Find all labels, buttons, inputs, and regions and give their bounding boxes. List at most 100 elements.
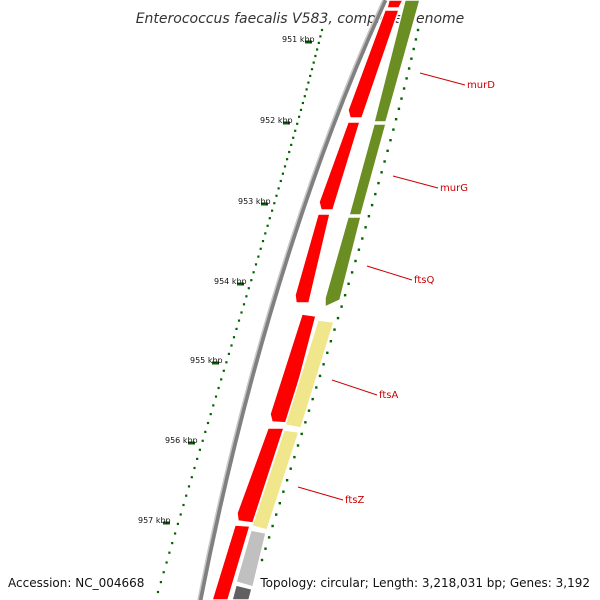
tick-mark <box>298 115 301 118</box>
tick-mark <box>336 316 340 320</box>
forward-feature <box>211 524 251 600</box>
tick-mark <box>237 319 241 322</box>
tick-mark <box>305 88 308 91</box>
tick-mark <box>374 192 377 196</box>
tick-mark <box>377 181 380 185</box>
gene-feature-ftsQ <box>324 216 362 309</box>
tick-mark <box>347 282 350 285</box>
tick-mark <box>386 149 389 152</box>
tick-mark <box>278 502 281 505</box>
tick-mark <box>412 47 415 51</box>
tick-mark <box>217 386 220 390</box>
kbp-major-tick <box>283 121 290 125</box>
tick-mark <box>277 187 280 190</box>
kbp-label: 953 kbp <box>238 197 271 206</box>
tick-mark <box>271 524 274 528</box>
tick-mark <box>309 74 312 77</box>
tick-mark <box>266 224 269 227</box>
gene-label-ftsA: ftsA <box>379 390 398 401</box>
tick-mark <box>326 351 329 354</box>
gene-leader-lines <box>297 72 466 501</box>
tick-mark <box>299 108 303 111</box>
tick-mark <box>311 397 314 401</box>
tick-mark <box>361 237 364 240</box>
forward-feature <box>318 121 362 211</box>
kbp-label: 956 kbp <box>165 436 198 445</box>
tick-mark <box>271 209 274 212</box>
tick-mark <box>405 77 408 80</box>
tick-mark <box>159 581 162 584</box>
tick-mark <box>247 287 250 290</box>
tick-mark <box>185 494 188 497</box>
tick-mark <box>168 551 171 554</box>
tick-mark <box>201 439 204 442</box>
tick-mark <box>286 158 289 161</box>
tick-mark <box>162 571 165 574</box>
tick-mark <box>261 240 265 243</box>
tick-mark <box>383 160 386 163</box>
tick-mark <box>283 165 287 168</box>
tick-mark <box>187 485 191 488</box>
forward-feature <box>269 313 317 424</box>
tick-mark <box>370 203 374 207</box>
tick-mark <box>392 128 395 131</box>
gene-label-ftsQ: ftsQ <box>414 275 434 286</box>
tick-mark <box>222 369 225 372</box>
gene-label-murD: murD <box>467 80 495 91</box>
genome-summary-text: Topology: circular; Length: 3,218,031 bp… <box>259 576 590 590</box>
tick-mark <box>259 247 262 250</box>
grey-feature <box>231 584 253 600</box>
tick-mark <box>317 41 320 44</box>
tick-mark <box>190 476 193 479</box>
gene-feature-ftsZ <box>251 429 300 531</box>
tick-mark <box>364 226 367 229</box>
tick-mark <box>252 271 255 274</box>
gene-feature-murG <box>348 123 387 216</box>
tick-mark <box>273 202 276 205</box>
tick-mark <box>176 522 179 525</box>
gene-labels: murD murG ftsQ ftsA ftsZ <box>345 80 495 506</box>
tick-mark <box>275 194 278 197</box>
tick-mark <box>292 136 295 139</box>
kbp-major-tick <box>261 202 268 206</box>
tick-mark <box>220 378 223 381</box>
kbp-label: 952 kbp <box>260 116 293 125</box>
tick-mark <box>303 95 306 98</box>
reverse-strand-khaki <box>251 319 335 531</box>
tick-mark <box>212 404 215 407</box>
tick-mark <box>312 61 315 64</box>
tick-mark <box>333 328 336 331</box>
tick-mark <box>257 255 260 258</box>
tick-mark <box>289 467 292 470</box>
tick-mark <box>209 413 212 416</box>
kbp-major-tick <box>237 282 244 286</box>
tick-mark <box>400 97 403 100</box>
tick-mark <box>281 172 284 175</box>
gene-feature-murD <box>373 0 421 123</box>
tick-mark <box>279 179 282 183</box>
tick-mark <box>314 54 317 58</box>
tick-mark <box>304 421 307 424</box>
tick-mark <box>318 374 322 378</box>
kbp-label: 957 kbp <box>138 516 171 525</box>
tick-mark <box>296 444 300 447</box>
tick-mark <box>245 295 248 298</box>
tick-mark <box>196 457 199 460</box>
tick-mark <box>319 35 322 38</box>
tick-mark <box>232 336 236 339</box>
genome-backbone <box>197 0 388 600</box>
tick-mark <box>367 215 371 218</box>
tick-mark <box>407 67 411 70</box>
tick-mark <box>414 38 418 41</box>
tick-mark <box>240 311 243 314</box>
forward-feature <box>347 9 401 119</box>
forward-feature <box>386 0 404 9</box>
leader-line-murD <box>419 72 466 86</box>
tick-mark <box>268 217 271 220</box>
tick-mark <box>307 409 311 412</box>
tick-mark <box>182 503 185 507</box>
tick-mark <box>340 305 343 308</box>
tick-mark <box>227 352 230 355</box>
tick-mark <box>264 547 267 550</box>
